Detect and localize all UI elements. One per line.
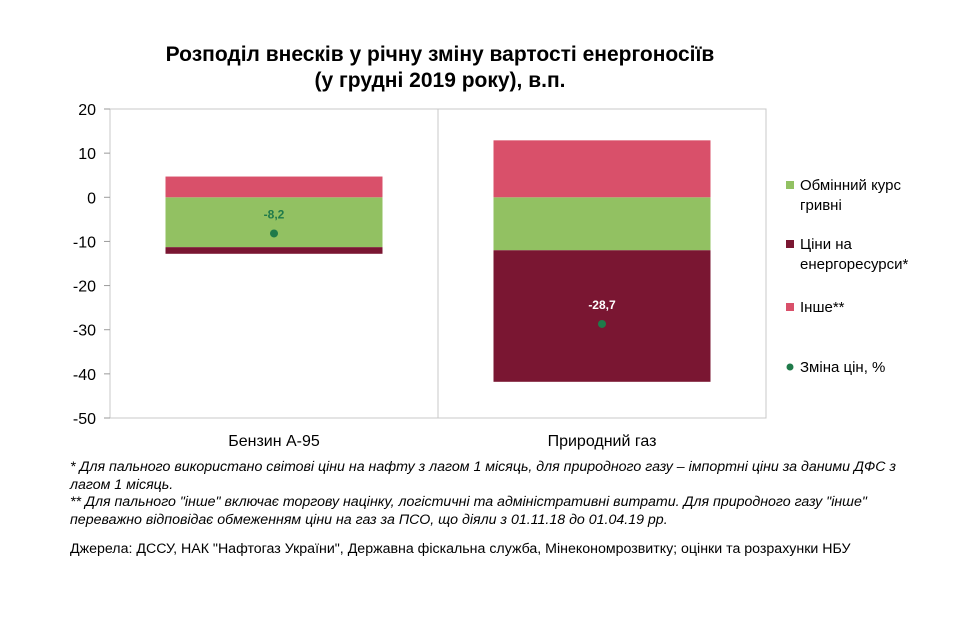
footnote-1: * Для пального використано світові ціни … bbox=[70, 459, 897, 493]
legend-item-other-swatch bbox=[786, 303, 794, 311]
legend-item-energy-prices-label: Ціни на bbox=[800, 236, 853, 253]
bar-segment-series-2 bbox=[493, 250, 711, 382]
bar-segment-series-3 bbox=[165, 176, 383, 198]
chart-title-line-2: (у грудні 2019 року), в.п. bbox=[314, 69, 566, 92]
legend-item-exchange-rate-swatch bbox=[786, 181, 794, 189]
x-category-label: Бензин А-95 bbox=[228, 433, 320, 450]
y-tick-label: -40 bbox=[73, 367, 96, 384]
sources-note: Джерела: ДССУ, НАК "Нафтогаз України", Д… bbox=[70, 541, 851, 557]
chart-title-line-1: Розподіл внесків у річну зміну вартості … bbox=[165, 43, 715, 66]
bar-segment-series-1 bbox=[493, 197, 711, 251]
chart-title: Розподіл внесків у річну зміну вартості … bbox=[110, 42, 770, 94]
bar-segment-series-3 bbox=[493, 140, 711, 198]
price-change-marker bbox=[270, 229, 278, 238]
legend-item-energy-prices-swatch bbox=[786, 240, 794, 248]
footnote-2: ** Для пального "інше" включає торгову н… bbox=[70, 494, 867, 528]
bar-segment-series-2 bbox=[165, 247, 383, 254]
y-tick-label: 10 bbox=[78, 146, 96, 163]
footnotes: * Для пального використано світові ціни … bbox=[70, 459, 930, 573]
y-tick-label: 20 bbox=[78, 102, 96, 119]
price-change-marker bbox=[598, 319, 606, 328]
price-change-data-label: -28,7 bbox=[588, 298, 616, 312]
legend-item-price-change-label: Зміна цін, % bbox=[800, 359, 885, 376]
legend-item-energy-prices-label: енергоресурси* bbox=[800, 256, 909, 273]
y-tick-label: -30 bbox=[73, 323, 96, 340]
legend-item-exchange-rate-label: гривні bbox=[800, 197, 842, 214]
price-change-data-label: -8,2 bbox=[264, 207, 285, 221]
legend-item-price-change-swatch bbox=[786, 363, 794, 371]
y-tick-label: -10 bbox=[73, 234, 96, 251]
bar-segment-series-1 bbox=[165, 197, 383, 248]
y-tick-label: -50 bbox=[73, 411, 96, 428]
x-category-label: Природний газ bbox=[548, 433, 657, 450]
y-tick-label: -20 bbox=[73, 279, 96, 296]
legend-item-exchange-rate-label: Обмінний курс bbox=[800, 177, 901, 194]
legend-item-other-label: Інше** bbox=[800, 299, 845, 316]
y-tick-label: 0 bbox=[87, 190, 96, 207]
